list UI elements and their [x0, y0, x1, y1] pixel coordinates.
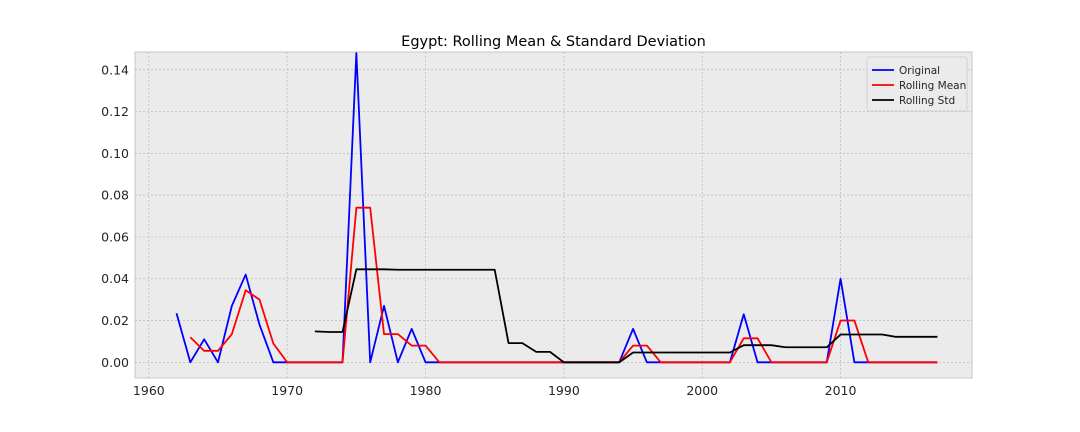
y-tick-label: 0.12: [101, 104, 129, 119]
x-tick-label: 1960: [133, 383, 165, 398]
y-tick-label: 0.06: [101, 229, 129, 244]
legend-label: Original: [899, 65, 940, 77]
x-tick-label: 1980: [410, 383, 442, 398]
series: [175, 52, 938, 364]
x-tick-label: 2000: [686, 383, 718, 398]
series-line-rolling-std: [314, 268, 938, 364]
legend-label: Rolling Mean: [899, 80, 966, 92]
y-tick-label: 0.00: [101, 355, 129, 370]
y-tick-label: 0.04: [101, 271, 129, 286]
y-tick-label: 0.10: [101, 146, 129, 161]
x-tick-label: 2010: [825, 383, 857, 398]
y-tick-label: 0.08: [101, 188, 129, 203]
y-tick-label: 0.02: [101, 313, 129, 328]
x-tick-label: 1990: [548, 383, 580, 398]
chart-title: Egypt: Rolling Mean & Standard Deviation: [401, 34, 706, 50]
grid: [135, 52, 972, 378]
legend-label: Rolling Std: [899, 95, 955, 107]
legend: Original Rolling Mean Rolling Std: [866, 56, 968, 112]
x-tick-label: 1970: [271, 383, 303, 398]
axis-ticks: 1960 1970 1980 1990 2000 2010 0.00 0.02 0.04 0.06…: [101, 62, 856, 398]
y-tick-label: 0.14: [101, 62, 129, 77]
